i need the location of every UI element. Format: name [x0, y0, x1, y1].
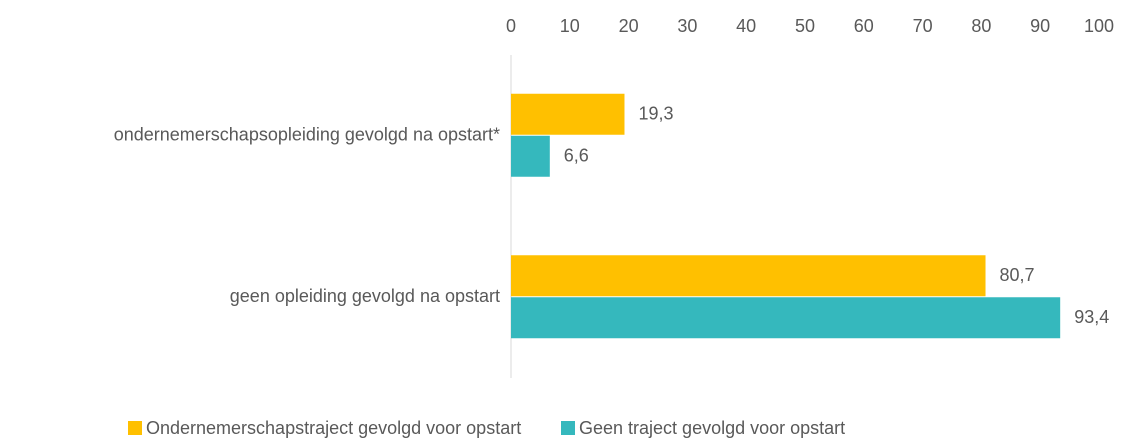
legend-label: Geen traject gevolgd voor opstart: [579, 418, 845, 438]
x-tick-label: 0: [506, 16, 516, 36]
data-label: 19,3: [638, 104, 673, 124]
x-tick-label: 100: [1084, 16, 1114, 36]
data-label: 80,7: [1000, 265, 1035, 285]
legend-swatch: [128, 421, 142, 435]
x-tick-label: 40: [736, 16, 756, 36]
x-tick-label: 90: [1030, 16, 1050, 36]
category-label: ondernemerschapsopleiding gevolgd na ops…: [114, 125, 500, 145]
bar: [511, 255, 986, 297]
x-tick-label: 20: [619, 16, 639, 36]
legend-swatch: [561, 421, 575, 435]
bar: [511, 93, 625, 135]
bar: [511, 297, 1061, 339]
x-tick-label: 70: [913, 16, 933, 36]
category-label: geen opleiding gevolgd na opstart: [230, 286, 500, 306]
x-tick-label: 60: [854, 16, 874, 36]
data-label: 6,6: [564, 146, 589, 166]
x-tick-label: 50: [795, 16, 815, 36]
x-tick-label: 80: [971, 16, 991, 36]
legend-label: Ondernemerschapstraject gevolgd voor ops…: [146, 418, 521, 438]
x-tick-label: 10: [560, 16, 580, 36]
bar: [511, 135, 550, 177]
data-label: 93,4: [1074, 307, 1109, 327]
x-tick-label: 30: [677, 16, 697, 36]
